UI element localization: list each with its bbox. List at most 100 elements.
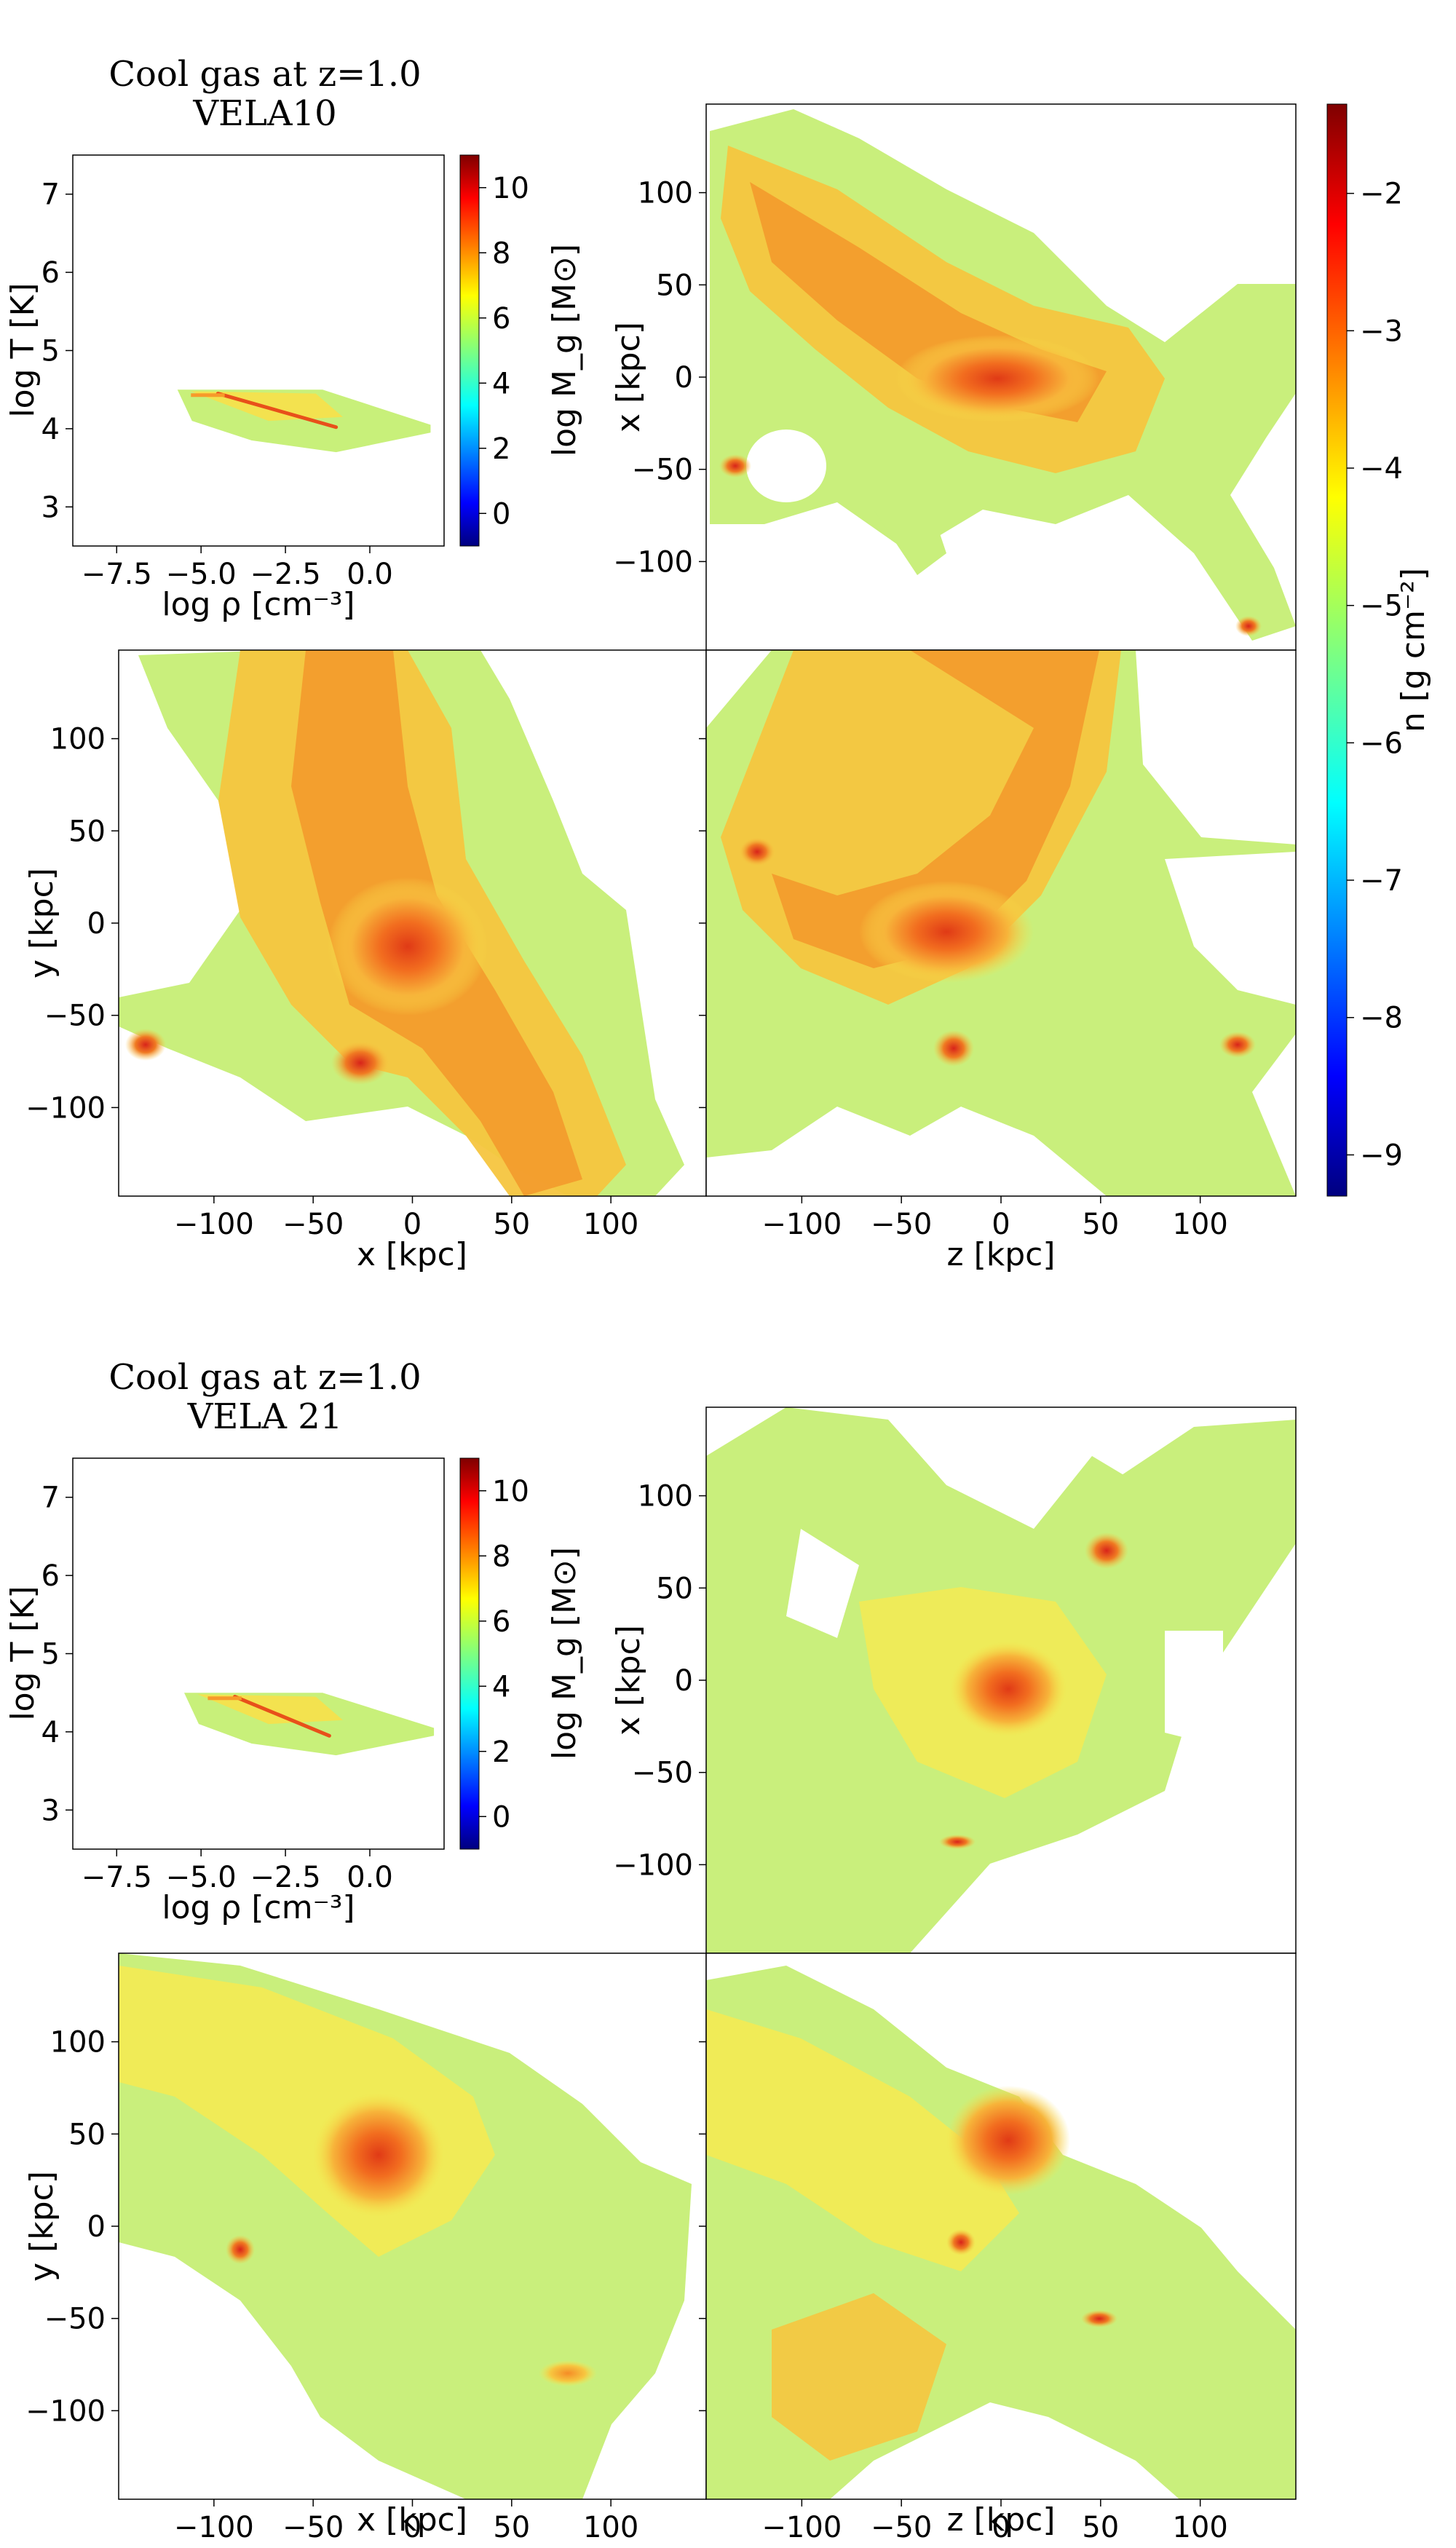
vela10-yx-yticks: −100 −50 0 50 100 xyxy=(25,723,119,1125)
vela21-phase-ytick-label: 4 xyxy=(41,1716,60,1749)
vela10-yx-ytick-label: 100 xyxy=(50,723,106,756)
vela21-phase-frame xyxy=(72,1457,445,1850)
vela10-yz-xtick-label: 100 xyxy=(1172,1208,1227,1241)
vela21-xz-ytick-label: 50 xyxy=(656,1572,693,1605)
vela21-mass-colorbar-tick-label: 10 xyxy=(492,1475,529,1508)
vela21-xz-yticks: −100 −50 0 50 100 xyxy=(613,1480,706,1882)
vela10-yx-ytick-label: 0 xyxy=(87,907,106,941)
vela21-yx-map xyxy=(119,1953,706,2499)
vela21-projection-xz: −100 −50 0 50 100 x [kpc] xyxy=(610,1406,1297,1954)
vela10-yx-xtick-label: −50 xyxy=(282,1208,344,1241)
density-colorbar-tick-label: −7 xyxy=(1360,864,1403,898)
vela21-phase-xlabel: log ρ [cm⁻³] xyxy=(162,1889,355,1926)
vela10-xz-ytick-label: −100 xyxy=(613,545,693,579)
vela10-xz-ytick-label: 50 xyxy=(656,269,693,302)
vela10-mass-colorbar-tick-label: 4 xyxy=(492,367,510,400)
vela21-yz-xtick-label: 0 xyxy=(992,2511,1010,2544)
vela10-yx-map xyxy=(119,650,706,1196)
vela10-phase-ytick-label: 3 xyxy=(41,491,60,524)
vela21-mass-colorbar xyxy=(459,1457,480,1850)
vela21-phase-gas-core xyxy=(197,1694,343,1725)
vela21-title-line2: VELA 21 xyxy=(187,1396,343,1437)
vela10-projection-yz: −100 −50 0 50 100 z [kpc] xyxy=(699,649,1297,1273)
vela21-yx-xtick-label: −50 xyxy=(282,2511,344,2544)
vela10-xz-ylabel: x [kpc] xyxy=(610,322,647,432)
density-colorbar-tick-label: −4 xyxy=(1360,452,1403,486)
vela21-mass-colorbar-label: log M_g [M⊙] xyxy=(546,1547,583,1760)
vela21-yx-xtick-label: 100 xyxy=(583,2511,638,2544)
vela10-phase-xticks: −7.5 −5.0 −2.5 0.0 xyxy=(82,546,393,591)
density-colorbar-ticks: −2 −3 −4 −5 −6 −7 −8 −9 xyxy=(1347,178,1403,1172)
vela21-title-line1: Cool gas at z=1.0 xyxy=(108,1357,421,1398)
vela21-mass-colorbar-tick-label: 0 xyxy=(492,1800,510,1834)
vela10-yx-ytick-label: −50 xyxy=(44,1000,106,1033)
vela10-mass-colorbar xyxy=(459,154,480,547)
vela10-xz-ytick-label: −50 xyxy=(632,454,693,487)
vela21-phase-yticks: 3 4 5 6 7 xyxy=(41,1481,73,1827)
vela10-phase-yticks: 3 4 5 6 7 xyxy=(41,178,73,524)
vela10-mass-colorbar-tick-label: 6 xyxy=(492,302,510,336)
vela21-phase-ridge xyxy=(233,1695,331,1738)
vela10-projection-xz: −100 −50 0 50 100 x [kpc] xyxy=(610,103,1297,651)
vela21-phase-xtick-label: −5.0 xyxy=(166,1861,237,1894)
vela21-yz-xtick-label: −50 xyxy=(871,2511,932,2544)
density-colorbar-tick-label: −5 xyxy=(1360,590,1403,623)
vela21-xz-ylabel: x [kpc] xyxy=(610,1625,647,1736)
vela10-yz-yticks xyxy=(699,737,706,1109)
density-colorbar xyxy=(1326,103,1348,1197)
vela10-mass-colorbar-tick-label: 8 xyxy=(492,237,510,270)
vela21-xz-map xyxy=(706,1407,1296,1953)
vela21-phase-xtick-label: −7.5 xyxy=(82,1861,152,1894)
vela10-phase-xtick-label: −5.0 xyxy=(166,558,237,591)
vela21-yx-xtick-label: 0 xyxy=(403,2511,422,2544)
vela10-mass-colorbar-ticks: 0 2 4 6 8 10 xyxy=(479,172,529,531)
vela21-mass-colorbar-tick-label: 6 xyxy=(492,1605,510,1639)
vela21-yz-xtick-label: 100 xyxy=(1172,2511,1227,2544)
vela10-yz-xtick-label: −50 xyxy=(871,1208,932,1241)
vela21-phase-ylabel: log T [K] xyxy=(4,1586,41,1720)
vela10-phase-xtick-label: −2.5 xyxy=(250,558,321,591)
vela21-yz-map xyxy=(706,1953,1296,2499)
vela10-xz-map xyxy=(706,104,1296,650)
vela21-yz-xlabel: z [kpc] xyxy=(946,2501,1055,2539)
vela21-yx-ytick-label: 0 xyxy=(87,2210,106,2244)
vela10-yx-xtick-label: 0 xyxy=(403,1208,422,1241)
vela10-phase-ridge xyxy=(215,392,339,430)
vela10-yx-xtick-label: 50 xyxy=(493,1208,530,1241)
density-colorbar-group: −2 −3 −4 −5 −6 −7 −8 −9 n [g cm⁻²] xyxy=(1326,103,1432,1197)
vela10-mass-colorbar-tick-label: 10 xyxy=(492,172,529,205)
vela21-xz-ytick-label: 100 xyxy=(638,1480,693,1514)
vela10-yz-xticks: −100 −50 0 50 100 xyxy=(761,1196,1228,1241)
vela10-phase-ytick-label: 5 xyxy=(41,335,60,368)
vela21-projection-yx: −100 −50 0 50 100 −100 −50 0 50 100 x [kpc] y [k… xyxy=(23,1952,707,2544)
vela10-yx-xtick-label: 100 xyxy=(583,1208,638,1241)
vela21-yx-xlabel: x [kpc] xyxy=(357,2501,467,2539)
vela21-projection-yz: −100 −50 0 50 100 z [kpc] xyxy=(699,1952,1297,2544)
density-colorbar-label: n [g cm⁻²] xyxy=(1395,568,1432,732)
vela21-yx-yticks: −100 −50 0 50 100 xyxy=(25,2026,119,2428)
density-colorbar-tick-label: −3 xyxy=(1360,314,1403,348)
vela21-yx-xtick-label: 50 xyxy=(493,2511,530,2544)
vela21-mass-colorbar-tick-label: 2 xyxy=(492,1736,510,1769)
vela21-mass-colorbar-tick-label: 8 xyxy=(492,1540,510,1573)
vela10-xz-yticks: −100 −50 0 50 100 xyxy=(613,177,706,579)
vela21-phase-ytick-label: 5 xyxy=(41,1638,60,1671)
density-colorbar-tick-label: −6 xyxy=(1360,727,1403,760)
vela10-phase-ylabel: log T [K] xyxy=(4,282,41,417)
vela10-block: Cool gas at z=1.0 VELA10 −7.5 −5.0 −2.5 0.0… xyxy=(4,54,1297,1273)
vela10-phase-ytick-label: 6 xyxy=(41,256,60,290)
vela21-yx-ytick-label: −50 xyxy=(44,2303,106,2336)
vela10-mass-colorbar-tick-label: 0 xyxy=(492,497,510,531)
vela21-yx-xtick-label: −100 xyxy=(174,2511,254,2544)
vela10-yx-ytick-label: −100 xyxy=(25,1091,106,1125)
vela10-yz-xtick-label: 50 xyxy=(1082,1208,1119,1241)
vela10-mass-colorbar-label: log M_g [M⊙] xyxy=(546,244,583,456)
vela10-yx-ylabel: y [kpc] xyxy=(23,868,60,978)
vela10-yx-xticks: −100 −50 0 50 100 xyxy=(174,1196,638,1241)
vela21-phase-gas xyxy=(184,1693,435,1756)
vela10-yz-map xyxy=(706,650,1296,1196)
vela10-projection-yx: −100 −50 0 50 100 −100 −50 0 50 100 x [kpc] y [k… xyxy=(23,649,707,1273)
vela10-yz-xlabel: z [kpc] xyxy=(946,1236,1055,1273)
vela21-phase-ytick-label: 7 xyxy=(41,1481,60,1515)
